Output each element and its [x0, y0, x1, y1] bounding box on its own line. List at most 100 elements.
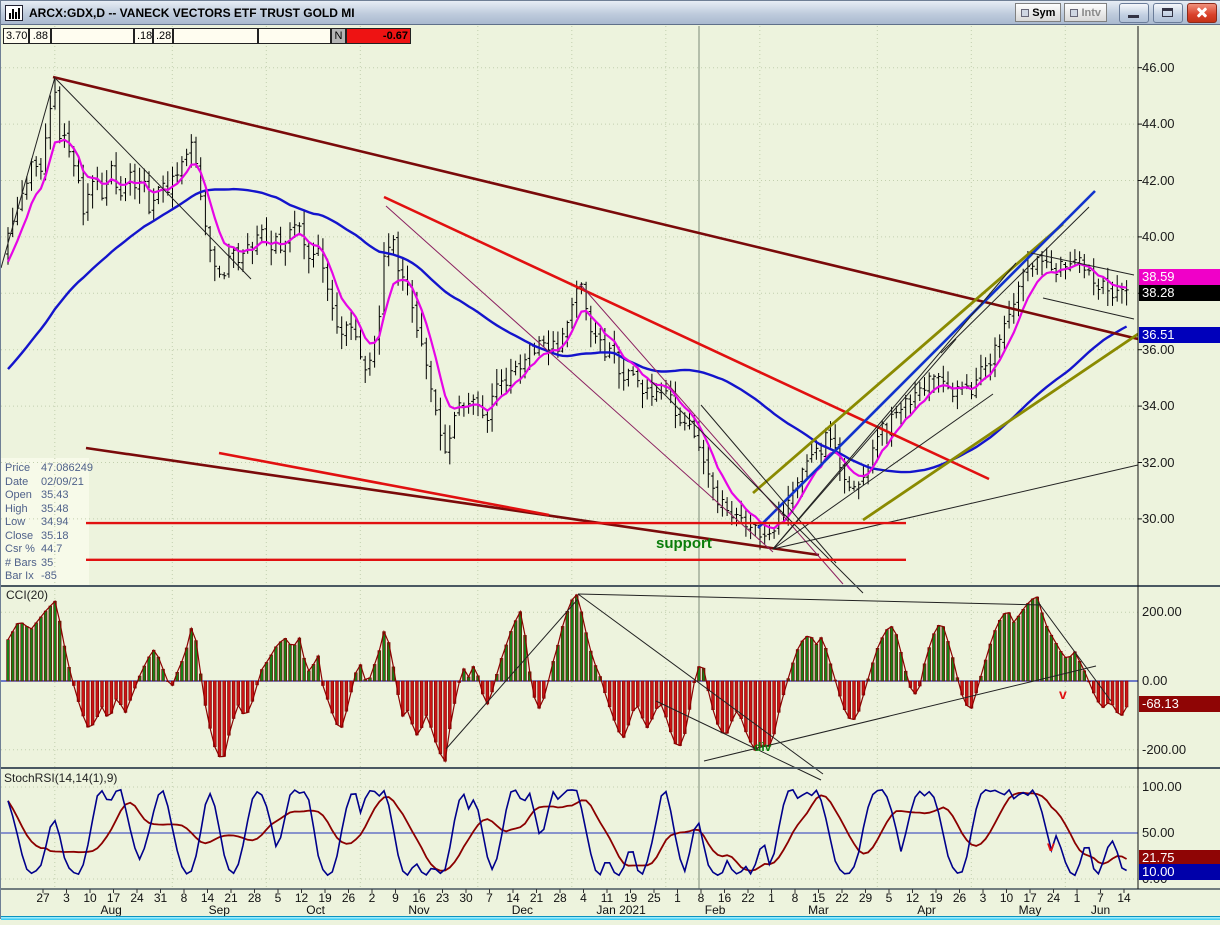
month-label: Jan 2021 [596, 903, 646, 917]
stochrsi-fast-tag: 10.00 [1139, 863, 1220, 880]
quote-cell-3: .18 [134, 28, 153, 44]
cci-v-annotation: v [1059, 686, 1067, 702]
date-tick-label: 24 [1046, 891, 1061, 905]
price-axis-label: 44.00 [1142, 116, 1175, 132]
quote-cell-1: .88 [29, 28, 51, 44]
date-tick-label: 17 [106, 891, 121, 905]
stochrsi-slow-line [7, 791, 1128, 872]
ma-slow-price-tag: 36.51 [1139, 327, 1220, 344]
sym-button[interactable]: Sym [1015, 3, 1062, 22]
ma-fast-line [7, 138, 1127, 530]
date-tick-label: 1 [768, 891, 775, 905]
date-tick-label: 8 [697, 891, 705, 905]
cci-panel-label: CCI(20) [6, 588, 49, 602]
date-tick-label: 7 [1097, 891, 1104, 905]
ma-fast-price-tag: 38.59 [1139, 268, 1220, 285]
date-tick-label: 22 [835, 891, 849, 905]
month-label: Jun [1090, 903, 1111, 917]
date-tick-label: 10 [83, 891, 97, 905]
quote-cell-6 [258, 28, 331, 44]
date-tick-label: 5 [885, 891, 893, 905]
cursor-info-row: Low 34.94 [5, 516, 69, 528]
stochrsi-fast-line [7, 788, 1127, 877]
date-tick-label: 28 [553, 891, 567, 905]
close-button[interactable] [1187, 2, 1217, 23]
date-tick-label: 23 [435, 891, 450, 905]
date-tick-label: 8 [180, 891, 188, 905]
app-chart-icon [5, 4, 23, 21]
last-price-tag: 38.28 [1139, 285, 1220, 302]
quote-cell-7: N [331, 28, 346, 44]
price-axis-label: 36.00 [1142, 341, 1175, 357]
price-axis-label: 30.00 [1142, 510, 1175, 526]
stochrsi-slow-tag: 21.75 [1139, 849, 1220, 866]
title-bar: ARCX:GDX,D -- VANECK VECTORS ETF TRUST G… [1, 1, 1220, 25]
cursor-info-row: Bar Ix -85 [5, 570, 57, 582]
date-tick-label: 30 [459, 891, 473, 905]
horizontal-scrollbar[interactable] [1, 916, 1220, 920]
month-label: Dec [511, 903, 534, 917]
date-tick-label: 26 [341, 891, 356, 905]
price-axis-label: 40.00 [1142, 228, 1175, 244]
cursor-info-row: Csr % 44.7 [5, 543, 63, 555]
support-annotation: support [656, 535, 712, 552]
date-tick-label: 3 [63, 891, 70, 905]
date-tick-label: 12 [905, 891, 920, 905]
ma-slow-line [7, 187, 1128, 474]
month-label: May [1018, 903, 1042, 917]
date-tick-label: 22 [741, 891, 755, 905]
minimize-button[interactable] [1119, 2, 1149, 23]
month-label: Feb [704, 903, 726, 917]
intv-button-icon [1070, 8, 1079, 17]
price-axis-label: 46.00 [1142, 59, 1175, 75]
cursor-info-row: Close 35.18 [5, 529, 69, 542]
month-label: Mar [808, 903, 829, 917]
stochrsi-axis-label: 100.00 [1142, 779, 1182, 794]
window-title: ARCX:GDX,D -- VANECK VECTORS ETF TRUST G… [29, 5, 355, 20]
date-tick-label: 3 [979, 891, 987, 905]
intv-button[interactable]: Intv [1064, 3, 1107, 22]
date-tick-label: 10 [999, 891, 1014, 905]
stochrsi-axis-label: 50.00 [1142, 825, 1175, 840]
date-tick-label: 21 [529, 891, 544, 905]
restore-button[interactable] [1153, 2, 1183, 23]
quote-cell-2 [51, 28, 134, 44]
date-tick-label: 29 [858, 891, 873, 905]
date-tick-label: 7 [486, 891, 493, 905]
quote-cell-4: .28 [153, 28, 173, 44]
stoch-v-annotation: v [1047, 838, 1055, 854]
date-tick-label: 19 [929, 891, 943, 905]
cci-value-tag: -68.13 [1139, 696, 1220, 713]
date-tick-label: 24 [130, 891, 144, 905]
cursor-info-row: High 35.48 [5, 502, 69, 515]
date-tick-label: 14 [1117, 891, 1131, 905]
price-axis-label: 32.00 [1142, 454, 1175, 470]
quote-cell-5 [173, 28, 258, 44]
date-tick-label: 19 [623, 891, 638, 905]
month-label: Sep [208, 903, 230, 917]
cci-axis-label: -200.00 [1142, 741, 1187, 757]
date-tick-label: 28 [247, 891, 262, 905]
date-tick-label: 14 [506, 891, 520, 905]
date-tick-label: 1 [1073, 891, 1081, 905]
minimize-icon [1128, 14, 1139, 18]
month-label: Nov [408, 903, 430, 917]
date-tick-label: 21 [224, 891, 238, 905]
stochrsi-panel-label: StochRSI(14,14(1),9) [4, 771, 118, 785]
cursor-info-row: Open 35.43 [5, 489, 69, 501]
cci-axis-label: 0.00 [1142, 673, 1168, 688]
date-tick-label: 4 [580, 891, 587, 905]
date-tick-label: 16 [717, 891, 732, 905]
cursor-info-row: Price 47.086249 [5, 462, 93, 474]
date-tick-label: 11 [600, 891, 614, 905]
date-tick-label: 27 [36, 891, 50, 905]
date-tick-label: 26 [952, 891, 967, 905]
quote-cell-0: 3.70 [3, 28, 29, 44]
price-axis-label: 34.00 [1142, 398, 1175, 414]
month-label: Apr [917, 903, 936, 917]
date-tick-label: 17 [1023, 891, 1037, 905]
cci-histogram [6, 593, 1129, 781]
cursor-info-row: # Bars 35 [5, 556, 54, 569]
